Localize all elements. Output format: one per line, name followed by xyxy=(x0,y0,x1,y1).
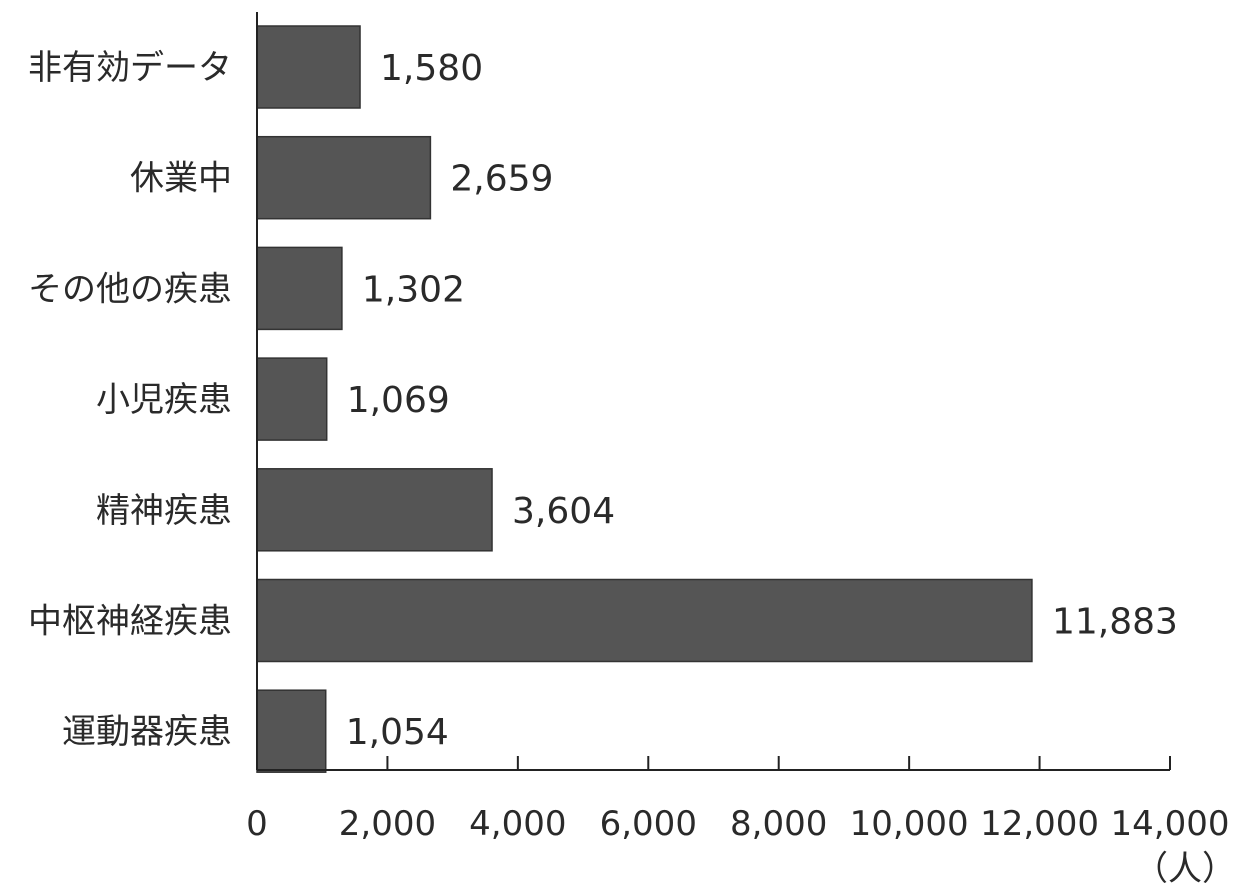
bar-4 xyxy=(256,357,328,441)
value-label-3: 1,302 xyxy=(362,269,465,310)
bars-group xyxy=(256,25,1033,773)
bar-3 xyxy=(256,246,343,331)
category-label-3: その他の疾患 xyxy=(28,269,232,309)
value-label-2: 2,659 xyxy=(450,159,553,200)
bar-6 xyxy=(256,578,1033,663)
value-label-4: 1,069 xyxy=(347,380,450,421)
value-label-1: 1,580 xyxy=(380,48,483,89)
value-labels: 1,580 2,659 1,302 1,069 3,604 11,883 1,054 xyxy=(346,48,1178,753)
x-tick-label-8: 14,000 xyxy=(1111,804,1230,844)
x-axis-unit-label: （人） xyxy=(1134,849,1236,889)
bar-2 xyxy=(256,135,432,220)
x-tick-labels: 0 2,000 4,000 6,000 8,000 10,000 12,000 14,000 xyxy=(246,804,1229,844)
bar-7 xyxy=(256,689,327,773)
x-tick-label-5: 8,000 xyxy=(730,804,827,844)
category-label-1: 非有効データ xyxy=(28,48,232,88)
x-tick-label-2: 2,000 xyxy=(339,804,436,844)
x-tick-label-6: 10,000 xyxy=(850,804,969,844)
category-label-6: 中枢神経疾患 xyxy=(28,602,232,642)
axes-group xyxy=(256,12,1171,771)
bar-5 xyxy=(256,468,493,552)
value-label-6: 11,883 xyxy=(1052,602,1178,643)
category-label-2: 休業中 xyxy=(130,159,232,199)
x-tick-label-1: 0 xyxy=(246,804,268,844)
value-label-7: 1,054 xyxy=(346,712,449,753)
category-label-4: 小児疾患 xyxy=(96,380,232,420)
category-label-5: 精神疾患 xyxy=(96,491,232,531)
value-label-5: 3,604 xyxy=(512,491,615,532)
category-label-7: 運動器疾患 xyxy=(62,712,232,752)
bar-1 xyxy=(256,25,361,109)
x-tick-label-3: 4,000 xyxy=(469,804,566,844)
x-tick-label-7: 12,000 xyxy=(980,804,1099,844)
x-tick-label-4: 6,000 xyxy=(600,804,697,844)
